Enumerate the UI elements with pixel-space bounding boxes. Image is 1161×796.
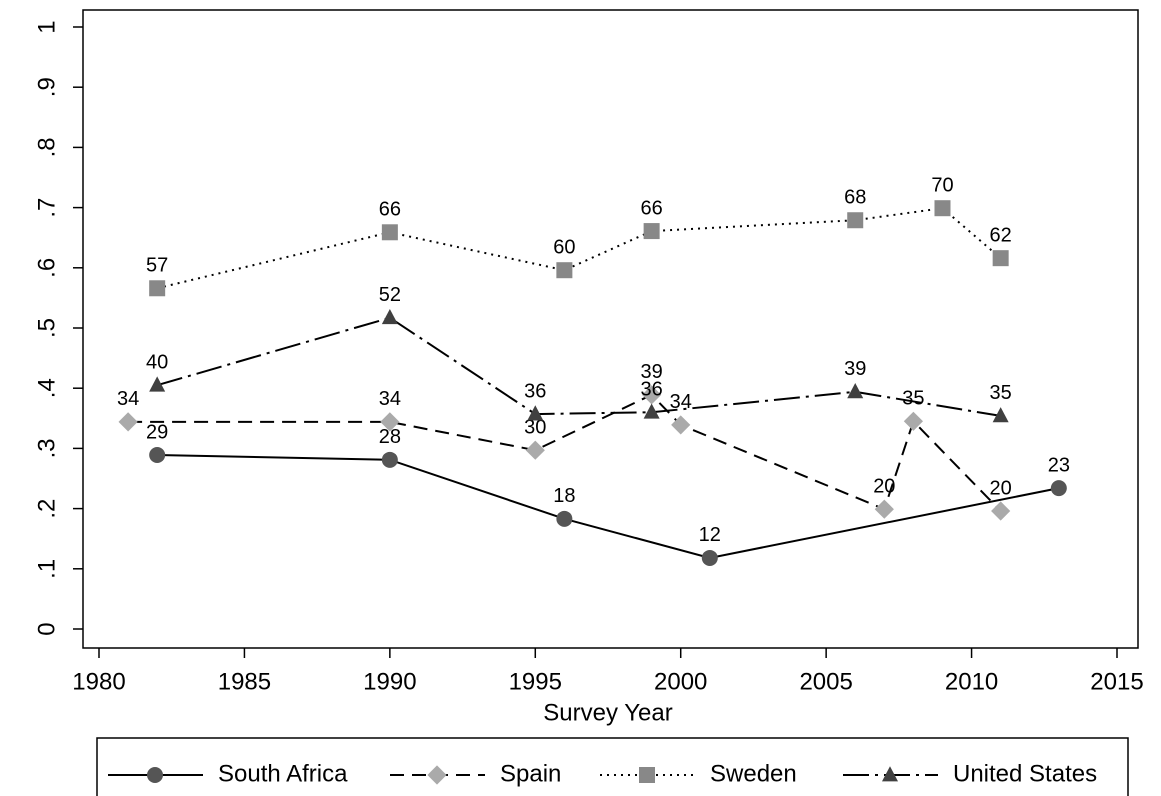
data-point (380, 412, 400, 432)
y-tick-label: .1 (33, 559, 60, 579)
data-label: 36 (524, 380, 546, 402)
data-label: 60 (553, 236, 575, 258)
data-point (1050, 480, 1067, 497)
data-label: 20 (873, 475, 895, 497)
data-label: 20 (990, 477, 1012, 499)
data-label: 62 (990, 224, 1012, 246)
data-point (381, 308, 398, 325)
legend-label: United States (953, 760, 1097, 787)
x-tick-label: 2000 (654, 668, 707, 695)
data-point (556, 262, 573, 279)
data-point (381, 224, 398, 241)
data-label: 36 (641, 379, 663, 401)
y-tick-label: .9 (33, 77, 60, 97)
y-tick-label: .4 (33, 378, 60, 398)
data-label: 35 (902, 388, 924, 410)
data-label: 18 (553, 485, 575, 507)
x-tick-label: 1995 (509, 668, 562, 695)
data-label: 57 (146, 255, 168, 277)
legend-marker (882, 766, 898, 782)
data-label: 39 (641, 361, 663, 383)
data-point (643, 403, 660, 419)
data-label: 34 (670, 391, 692, 413)
data-label: 34 (379, 388, 401, 410)
data-point (118, 412, 138, 432)
data-label: 66 (641, 197, 663, 219)
data-point (381, 451, 398, 468)
y-tick-label: .3 (33, 438, 60, 458)
data-label: 35 (990, 382, 1012, 404)
data-point (149, 447, 166, 464)
data-point (149, 280, 166, 297)
data-label: 39 (844, 358, 866, 380)
series-line (156, 316, 1001, 417)
data-point (992, 407, 1009, 423)
x-tick-label: 2005 (799, 668, 852, 695)
legend-marker (147, 767, 163, 783)
data-label: 52 (379, 284, 401, 306)
data-point (903, 411, 923, 431)
data-point (991, 501, 1011, 521)
x-axis-title: Survey Year (543, 699, 672, 726)
legend-label: Spain (500, 760, 561, 787)
legend-box (96, 737, 1129, 796)
data-label: 68 (844, 187, 866, 209)
y-tick-label: .6 (33, 258, 60, 278)
y-tick-label: 0 (33, 622, 60, 635)
data-label: 29 (146, 421, 168, 443)
data-label: 34 (117, 388, 139, 410)
x-tick-label: 1985 (218, 668, 271, 695)
data-point (934, 200, 951, 217)
data-point (643, 223, 660, 240)
y-tick-label: .5 (33, 318, 60, 338)
data-label: 30 (524, 416, 546, 438)
y-tick-label: .2 (33, 499, 60, 519)
data-point (992, 250, 1009, 267)
data-point (642, 385, 662, 405)
data-label: 28 (379, 426, 401, 448)
data-point (874, 499, 894, 519)
legend-marker (639, 767, 655, 783)
data-label: 66 (379, 199, 401, 221)
data-point (671, 415, 691, 435)
data-label: 12 (699, 524, 721, 546)
legend-label: South Africa (218, 760, 348, 787)
data-point (525, 440, 545, 460)
legend-marker (427, 765, 447, 785)
data-label: 40 (146, 351, 168, 373)
legend-label: Sweden (710, 760, 797, 787)
data-point (701, 549, 718, 566)
data-label: 23 (1048, 454, 1070, 476)
plot-frame (82, 9, 1139, 649)
x-tick-label: 1980 (72, 668, 125, 695)
data-point (556, 510, 573, 527)
data-point (847, 383, 864, 399)
y-tick-label: 1 (33, 20, 60, 33)
y-tick-label: .7 (33, 198, 60, 218)
x-tick-label: 2015 (1090, 668, 1143, 695)
x-tick-label: 2010 (945, 668, 998, 695)
data-point (149, 376, 166, 392)
x-tick-label: 1990 (363, 668, 416, 695)
data-label: 70 (931, 174, 953, 196)
y-tick-label: .8 (33, 137, 60, 157)
data-point (847, 212, 864, 229)
data-point (527, 405, 544, 421)
